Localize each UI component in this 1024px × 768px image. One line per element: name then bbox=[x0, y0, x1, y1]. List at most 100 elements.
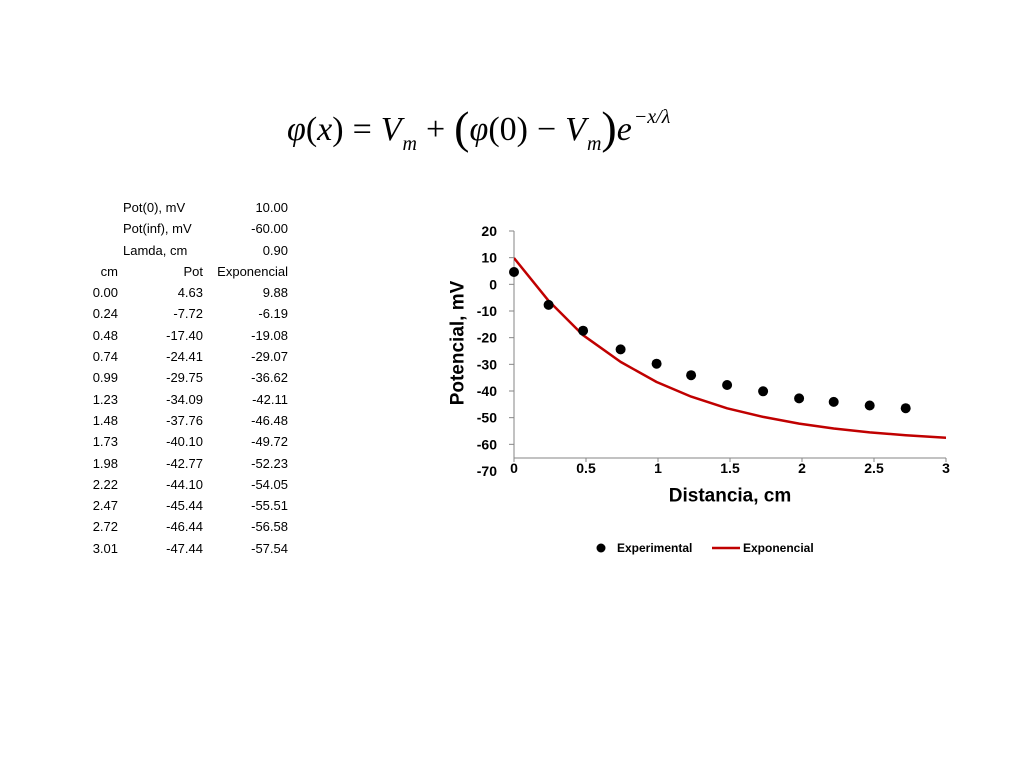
y-tick-label: -50 bbox=[477, 410, 497, 426]
y-tick-label: -40 bbox=[477, 383, 497, 399]
cell-exponencial: -42.11 bbox=[252, 391, 288, 407]
cell-exponencial: -19.08 bbox=[251, 327, 288, 343]
x-tick-label: 1.5 bbox=[720, 460, 740, 476]
formula-phi: φ bbox=[287, 111, 306, 148]
parameter-value: 0.90 bbox=[262, 242, 288, 258]
cell-cm: 3.01 bbox=[92, 540, 118, 556]
y-tick-label: 0 bbox=[489, 276, 497, 292]
formula-v-2: V bbox=[565, 111, 586, 148]
header-exponencial: Exponencial bbox=[217, 263, 288, 279]
cell-exponencial: -57.54 bbox=[251, 540, 288, 556]
formula-open-paren: ( bbox=[305, 111, 318, 148]
y-tick-label: 10 bbox=[481, 250, 497, 266]
empty-cell bbox=[60, 197, 118, 218]
table-row: 1.48 -37.76 -46.48 bbox=[60, 410, 288, 431]
data-point-experimental bbox=[578, 325, 589, 336]
table-row: 0.48 -17.40 -19.08 bbox=[60, 325, 288, 346]
cell-cm: 1.98 bbox=[92, 455, 118, 471]
data-point-experimental bbox=[722, 380, 733, 390]
data-table: Pot(0), mV 10.00 Pot(inf), mV -60.00 Lam… bbox=[60, 197, 288, 559]
formula-subscript-m-2: m bbox=[586, 133, 602, 155]
table-row: 2.22 -44.10 -54.05 bbox=[60, 474, 288, 495]
data-point-experimental bbox=[794, 393, 805, 404]
table-body: 0.00 4.63 9.88 0.24 -7.72 -6.19 0.48 -17.40 -19.… bbox=[60, 282, 288, 559]
cell-pot: -45.44 bbox=[166, 498, 203, 514]
formula-arg-0: (0) bbox=[488, 111, 528, 148]
y-tick-label: -30 bbox=[477, 356, 497, 372]
empty-cell bbox=[60, 240, 118, 261]
legend-label-exponencial: Exponencial bbox=[743, 541, 814, 555]
data-point-experimental bbox=[651, 358, 662, 369]
cell-pot: -42.77 bbox=[166, 455, 203, 471]
cell-cm: 0.99 bbox=[92, 370, 118, 386]
table-row: 1.73 -40.10 -49.72 bbox=[60, 431, 288, 452]
empty-cell bbox=[60, 218, 118, 239]
data-point-experimental bbox=[900, 403, 911, 414]
table-row: 0.74 -24.41 -29.07 bbox=[60, 346, 288, 367]
cell-exponencial: 9.88 bbox=[262, 285, 288, 301]
y-tick-label: -10 bbox=[477, 303, 497, 319]
parameter-row: Pot(0), mV 10.00 bbox=[60, 197, 288, 218]
formula-equals: = bbox=[352, 111, 372, 148]
cell-pot: -34.09 bbox=[166, 391, 203, 407]
cell-cm: 0.74 bbox=[92, 349, 118, 365]
header-cm: cm bbox=[100, 263, 118, 279]
legend: Experimental Exponencial bbox=[596, 541, 814, 555]
table-row: 1.98 -42.77 -52.23 bbox=[60, 453, 288, 474]
data-point-experimental bbox=[864, 400, 875, 411]
parameter-label: Pot(inf), mV bbox=[123, 221, 192, 237]
x-tick-label: 0.5 bbox=[576, 460, 596, 476]
header-pot: Pot bbox=[183, 263, 203, 279]
cell-pot: -24.41 bbox=[166, 349, 203, 365]
cell-exponencial: -54.05 bbox=[251, 476, 288, 492]
formula-x: x bbox=[317, 111, 333, 148]
formula-plus: + bbox=[425, 111, 446, 148]
formula-minus: − bbox=[536, 111, 557, 148]
cell-cm: 1.73 bbox=[92, 434, 118, 450]
cell-pot: -46.44 bbox=[166, 519, 203, 535]
y-tick-label: -60 bbox=[477, 436, 497, 452]
cell-exponencial: -6.19 bbox=[258, 306, 288, 322]
parameter-label: Lamda, cm bbox=[123, 242, 188, 258]
formula-close-paren: ) bbox=[332, 111, 344, 148]
cell-exponencial: -36.62 bbox=[251, 370, 288, 386]
cell-cm: 0.24 bbox=[92, 306, 118, 322]
data-point-experimental bbox=[828, 396, 839, 407]
parameter-value: 10.00 bbox=[255, 200, 288, 215]
cell-pot: -37.76 bbox=[166, 412, 203, 428]
cell-pot: -29.75 bbox=[166, 370, 203, 386]
formula: φ(x) = Vm + (φ(0) − Vm)e −x/λ bbox=[287, 100, 670, 159]
y-tick-label: -20 bbox=[477, 330, 497, 346]
x-tick-label: 3 bbox=[942, 460, 950, 476]
cell-exponencial: -55.51 bbox=[251, 498, 288, 514]
data-point-experimental bbox=[509, 267, 519, 277]
formula-phi-0: φ bbox=[469, 111, 489, 148]
cell-exponencial: -49.72 bbox=[251, 434, 288, 450]
x-tick-label: 2.5 bbox=[864, 460, 884, 476]
cell-exponencial: -46.48 bbox=[251, 412, 288, 428]
x-axis-title: Distancia, cm bbox=[669, 486, 792, 507]
cell-pot: 4.63 bbox=[177, 285, 203, 301]
data-point-experimental bbox=[615, 344, 626, 355]
formula-big-open-paren: ( bbox=[454, 102, 470, 153]
x-tick-label: 1 bbox=[654, 460, 662, 476]
legend-label-experimental: Experimental bbox=[617, 541, 692, 555]
table-header-row: cm Pot Exponencial bbox=[60, 261, 288, 282]
cell-pot: -17.40 bbox=[166, 327, 203, 343]
table-row: 0.99 -29.75 -36.62 bbox=[60, 367, 288, 388]
table-row: 1.23 -34.09 -42.11 bbox=[60, 389, 288, 410]
cell-pot: -7.72 bbox=[173, 306, 203, 322]
legend-marker-experimental bbox=[596, 543, 606, 553]
y-tick-label: 20 bbox=[481, 223, 497, 239]
cell-cm: 1.23 bbox=[92, 391, 118, 407]
table-row: 2.47 -45.44 -55.51 bbox=[60, 495, 288, 516]
cell-exponencial: -52.23 bbox=[251, 455, 288, 471]
table-row: 2.72 -46.44 -56.58 bbox=[60, 516, 288, 537]
parameter-value: -60.00 bbox=[251, 221, 288, 237]
y-tick-label: -70 bbox=[477, 463, 497, 479]
formula-exponent: −x/λ bbox=[633, 106, 671, 128]
cell-cm: 2.72 bbox=[92, 519, 118, 535]
cell-pot: -40.10 bbox=[166, 434, 203, 450]
formula-v: V bbox=[380, 111, 402, 148]
